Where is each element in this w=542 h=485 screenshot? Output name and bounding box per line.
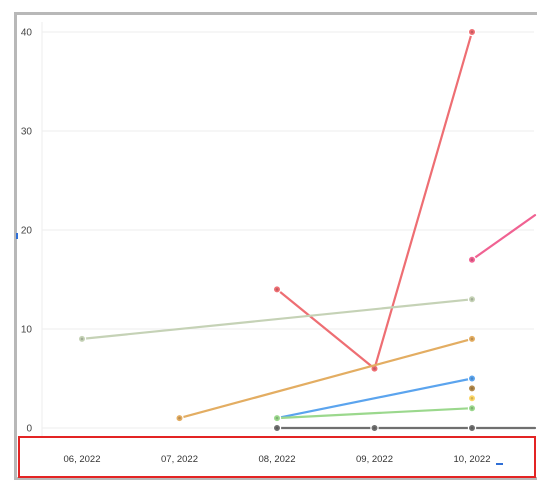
y-tick-label: 20 [21,226,33,237]
series-8-point-center [470,426,474,430]
x-tick-label: 07, 2022 [161,454,198,465]
series-0-point[interactable] [467,27,477,37]
series-0-point-center [275,288,279,291]
scroll-marker [496,463,503,465]
series-2-point[interactable] [77,334,87,344]
series-1-point-center [470,258,474,262]
series-lines [77,27,537,433]
series-3-point-center [470,337,474,341]
x-tick-label: 06, 2022 [64,454,101,465]
axis-marker [16,233,18,239]
grid-lines [42,31,534,429]
x-tick-label: 09, 2022 [356,454,393,465]
x-tick-label: 10, 2022 [454,454,491,465]
series-2-point[interactable] [467,295,477,304]
y-tick-label: 0 [26,424,32,435]
series-4-point-center [470,377,474,380]
series-5-point[interactable] [467,384,477,393]
series-line-3 [178,337,474,420]
y-tick-label: 40 [21,28,33,39]
chart-frame [14,12,537,480]
series-6-point-center [470,397,474,400]
series-8-point-center [373,426,376,430]
y-axis-tick-labels: 0 10 20 30 40 [21,28,33,435]
series-line-7 [275,407,474,420]
annotation-layer [18,436,536,478]
series-5-point-center [470,387,474,390]
x-axis-tick-labels: 06, 2022 07, 2022 08, 2022 09, 2022 10, 2022 [64,454,491,465]
y-tick-label: 30 [21,127,33,138]
series-4-point[interactable] [467,374,477,383]
series-8-point-center [275,426,279,430]
series-line-2 [80,298,474,340]
series-6-point[interactable] [467,394,477,403]
series-7-point[interactable] [272,413,282,423]
series-0-point-center [470,30,474,34]
series-7-point[interactable] [467,404,477,413]
x-tick-label: 08, 2022 [259,454,296,465]
series-1-point[interactable] [467,255,477,264]
series-line-0 [275,30,474,370]
series-7-point-center [470,406,474,410]
series-3-point-center [178,416,181,420]
series-7-point-center [275,416,279,420]
series-2-point-center [80,337,84,341]
series-8-point[interactable] [467,423,477,433]
x-axis-highlight-box [18,436,536,478]
series-3-point[interactable] [175,413,184,423]
y-tick-label: 10 [21,325,33,336]
series-0-point-center [373,367,376,370]
series-8-point[interactable] [272,423,282,433]
series-2-point-center [470,298,474,301]
series-3-point[interactable] [467,334,477,344]
series-line-1 [470,214,537,261]
series-line-4 [275,377,474,420]
axes [16,22,503,465]
series-8-point[interactable] [370,423,379,433]
series-0-point[interactable] [272,285,282,294]
